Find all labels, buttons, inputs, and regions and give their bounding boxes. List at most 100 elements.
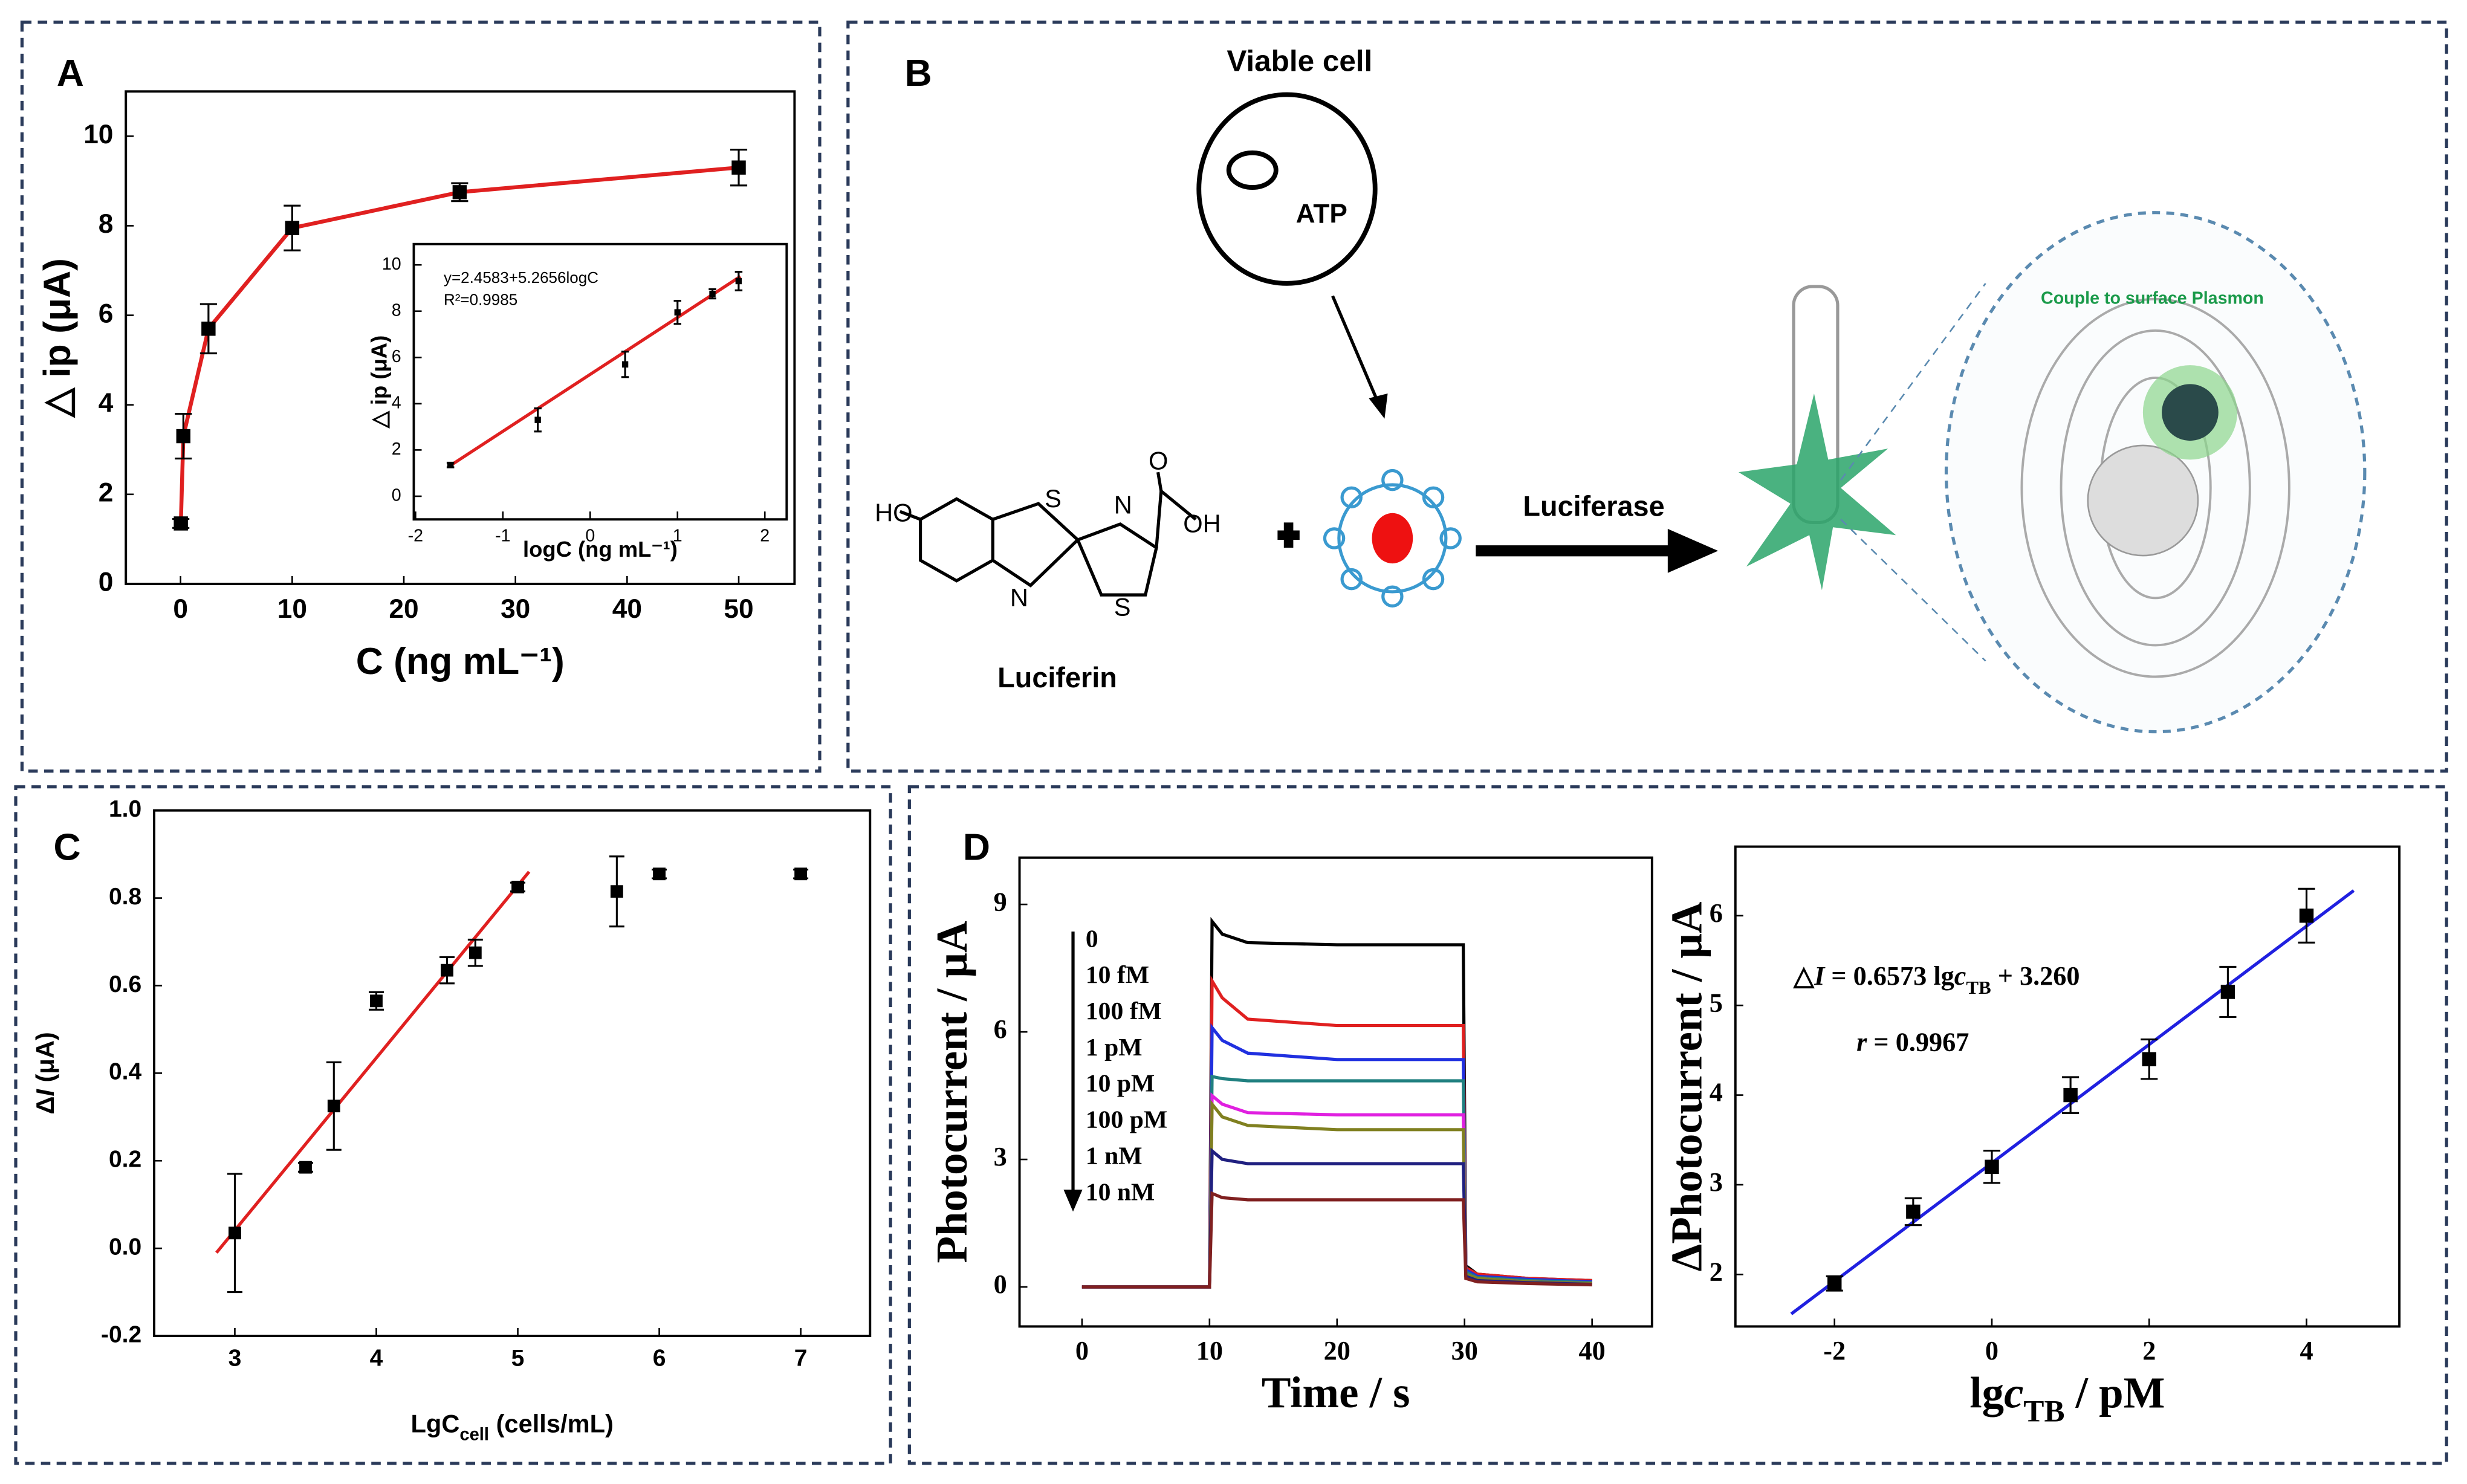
x-tick-label: 40 (612, 594, 642, 624)
marker (794, 867, 808, 881)
x-axis-label: logC (ng mL⁻¹) (523, 537, 678, 562)
panel-label: D (963, 826, 990, 868)
y-tick-label: 8 (99, 209, 114, 239)
plus (1277, 522, 1300, 548)
marker (674, 309, 681, 316)
y-tick-label: 4 (99, 388, 114, 418)
plot-frame (1018, 856, 1653, 1328)
y-axis-label: △ ip (μA) (366, 335, 391, 429)
panel-label: A (57, 52, 84, 94)
marker (2220, 985, 2235, 999)
micelle (1323, 468, 1462, 608)
y-tick-label: 2 (392, 439, 401, 459)
y-tick-label: 9 (994, 887, 1007, 916)
atp-label: ATP (1296, 199, 1347, 229)
zoom-line (1840, 283, 1986, 481)
x-tick-label: 30 (1451, 1336, 1478, 1366)
marker (2063, 1087, 2078, 1103)
panel-frame (14, 785, 892, 1465)
marker (1906, 1204, 1921, 1219)
y-tick-label: 0 (994, 1269, 1007, 1299)
atom: S (1114, 593, 1131, 621)
x-tick-label: 50 (724, 594, 753, 624)
atom: O (1149, 447, 1168, 475)
marker (1985, 1159, 1999, 1174)
label-part: (μA) (31, 1032, 59, 1089)
label-part: I (31, 1089, 59, 1097)
y-tick-label: 0.4 (109, 1059, 142, 1085)
atom: S (1045, 484, 1062, 513)
x-tick-label: 0 (585, 526, 595, 545)
x-tick-label: -2 (1823, 1336, 1846, 1366)
marker (2299, 909, 2314, 923)
label-part: / pM (2064, 1368, 2165, 1417)
y-tick-label: 6 (994, 1014, 1007, 1044)
x-tick-label: 7 (794, 1345, 808, 1371)
marker (534, 416, 541, 423)
fit-line (215, 870, 531, 1254)
legend-label: 100 pM (1086, 1106, 1167, 1134)
label-part: + 3.260 (1991, 961, 2080, 991)
marker (285, 221, 300, 235)
marker (2142, 1052, 2156, 1066)
x-axis-label: Time / s (1262, 1368, 1410, 1417)
y-tick-label: 1.0 (109, 796, 141, 822)
y-axis-label: Photocurrent / μA (927, 921, 976, 1263)
micelle-core (1372, 513, 1413, 564)
x-tick-label: 0 (173, 594, 188, 624)
y-tick-label: 0.2 (109, 1147, 141, 1173)
arrowhead (1667, 528, 1719, 573)
y-tick-label: 4 (392, 393, 401, 412)
legend-label: 1 pM (1086, 1034, 1143, 1061)
x-tick-label: -2 (408, 526, 423, 545)
legend-label: 0 (1086, 925, 1098, 953)
y-tick-label: 5 (1710, 988, 1723, 1017)
x-axis-label: lgcTB / pM (1969, 1368, 2165, 1428)
cell-label: Viable cell (1227, 45, 1372, 78)
x-tick-label: 2 (760, 526, 770, 545)
x-tick-label: 0 (1985, 1336, 1999, 1366)
marker (468, 946, 482, 959)
atom: N (1114, 490, 1132, 519)
y-axis-label: ΔI (μA) (31, 1032, 59, 1114)
emitter (2162, 384, 2219, 441)
y-tick-label: 0.8 (109, 884, 141, 910)
y-tick-label: 0.0 (109, 1234, 141, 1260)
label-part: cell (459, 1425, 489, 1444)
organelle (1226, 150, 1279, 190)
x-tick-label: 1 (673, 526, 682, 545)
marker (229, 1226, 241, 1240)
marker (173, 516, 188, 531)
x-tick-label: 6 (653, 1345, 666, 1371)
panel-frame (907, 785, 2448, 1465)
enzyme-label: Luciferase (1523, 490, 1664, 522)
label-part: = 0.9967 (1867, 1028, 1969, 1057)
glow (1738, 394, 1896, 591)
y-tick-label: 2 (99, 478, 114, 508)
y-tick-label: -0.2 (101, 1321, 141, 1347)
x-axis-label: LgCcell (cells/mL) (410, 1409, 613, 1444)
y-tick-label: 0.6 (109, 971, 141, 997)
marker (176, 429, 191, 444)
fit-line (1790, 889, 2355, 1315)
x-tick-label: 4 (370, 1345, 383, 1371)
label-part: r (1856, 1028, 1867, 1057)
x-tick-label: 20 (389, 594, 418, 624)
legend-label: 10 pM (1086, 1070, 1155, 1098)
y-tick-label: 2 (1710, 1257, 1723, 1286)
x-tick-label: 5 (511, 1345, 525, 1371)
marker (621, 361, 629, 368)
marker (201, 322, 216, 336)
marker (452, 185, 467, 199)
label-part: LgC (410, 1409, 459, 1437)
legend-arrowhead (1063, 1189, 1083, 1212)
marker (327, 1100, 340, 1113)
label-part: TB (2023, 1395, 2064, 1428)
annotation: R²=0.9985 (444, 290, 517, 308)
field-lines (2020, 297, 2290, 678)
marker (709, 290, 716, 297)
plot-frame (153, 809, 872, 1337)
legend-label: 10 fM (1086, 961, 1149, 989)
y-tick-label: 6 (392, 347, 401, 366)
